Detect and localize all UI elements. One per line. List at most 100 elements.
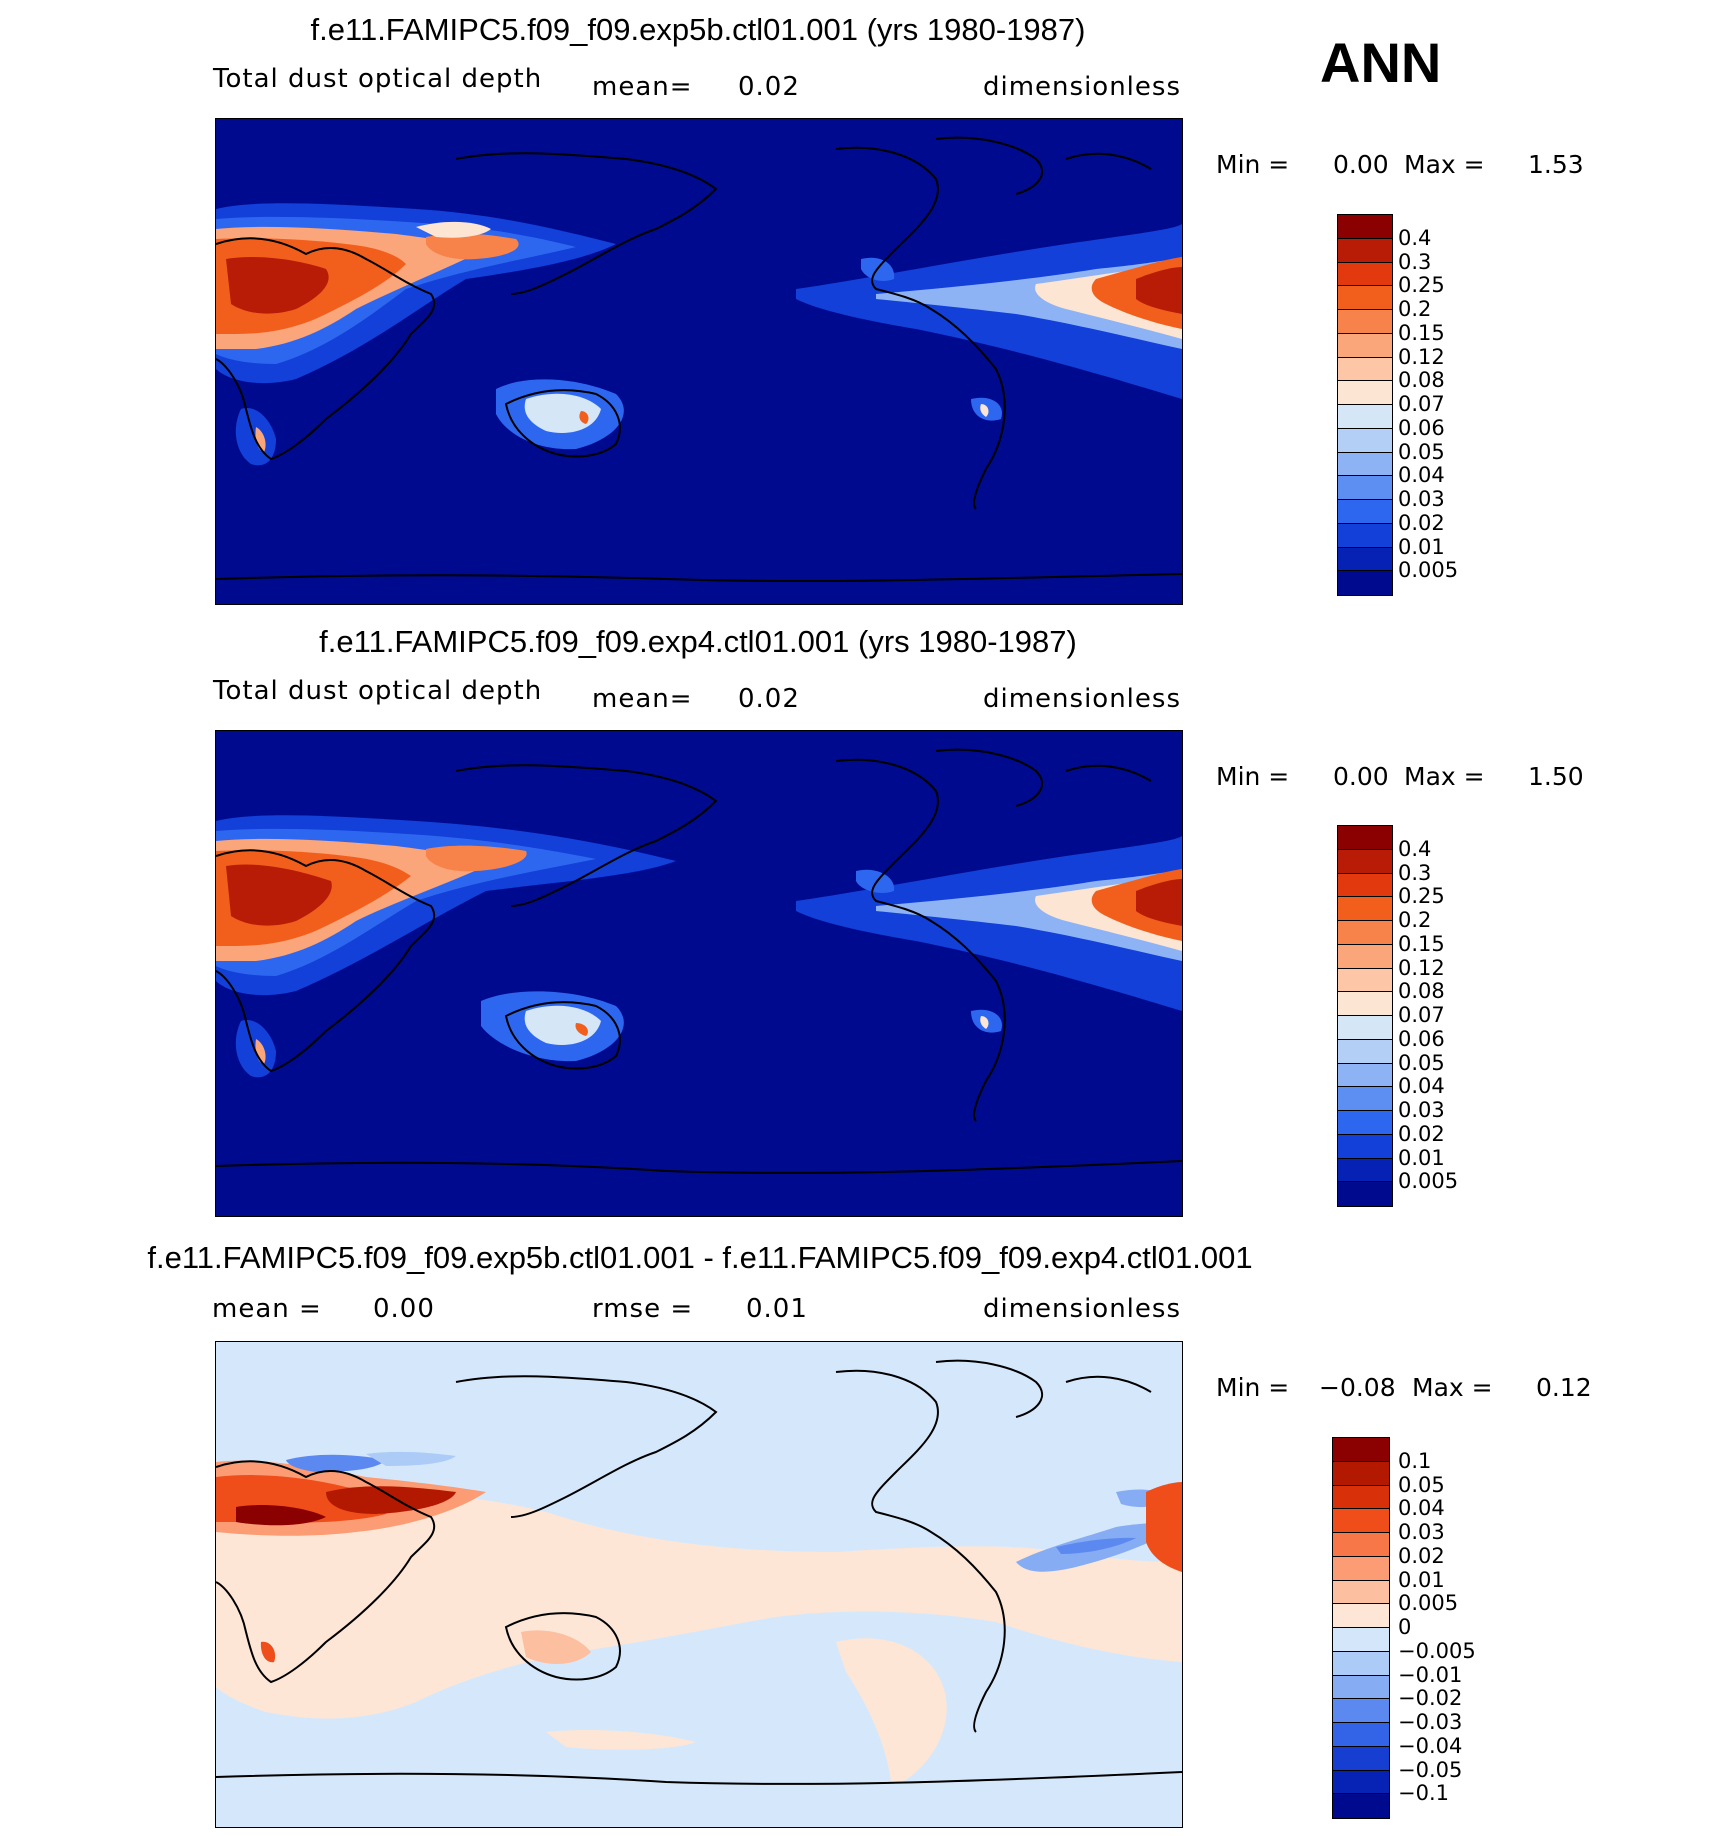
colorbar-tick-label: 0.02 (1398, 1543, 1445, 1568)
colorbar-tick-label: 0.03 (1398, 1098, 1445, 1122)
colorbar-cell (1338, 500, 1392, 524)
colorbar-tick-label: 0.03 (1398, 1520, 1445, 1544)
colorbar-cell (1333, 1580, 1389, 1605)
colorbar-tick-label: 0.05 (1398, 439, 1445, 464)
colorbar-tick-label: 0.12 (1398, 955, 1445, 980)
panel2-title: f.e11.FAMIPC5.f09_f09.exp4.ctl01.001 (yr… (319, 624, 1077, 659)
panel3-max-value: 0.12 (1536, 1373, 1592, 1402)
colorbar-tick-label: 0.06 (1398, 415, 1445, 440)
colorbar-cell (1338, 571, 1392, 595)
colorbar-tick-label: 0.25 (1398, 273, 1445, 298)
colorbar-cell (1338, 992, 1392, 1016)
colorbar-cell (1338, 826, 1392, 850)
panel2-colorbar (1337, 825, 1393, 1207)
panel3-min-value: −0.08 (1319, 1373, 1396, 1402)
colorbar-tick-label: 0.07 (1398, 392, 1445, 416)
colorbar-tick-label: 0.01 (1398, 1567, 1445, 1592)
panel1-minmax: Min = 0.00 Max = 1.53 (1216, 150, 1596, 182)
panel2-variable: Total dust optical depth (213, 676, 543, 706)
colorbar-cell (1338, 238, 1392, 263)
colorbar-cell (1333, 1604, 1389, 1628)
colorbar-cell (1333, 1770, 1389, 1795)
panel3-colorbar-labels: 0.1 0.05 0.04 0.03 0.02 0.01 0.005 0 −0.005 −0.01… (1398, 1437, 1488, 1817)
colorbar-cell (1338, 1182, 1392, 1206)
colorbar-tick-label: 0.15 (1398, 320, 1445, 345)
colorbar-cell (1338, 1134, 1392, 1159)
panel3-mean-value: 0.00 (373, 1294, 435, 1324)
colorbar-cell (1338, 547, 1392, 572)
colorbar-tick-label: 0.04 (1398, 1496, 1445, 1521)
colorbar-tick-label: −0.02 (1398, 1686, 1463, 1711)
colorbar-tick-label: 0.005 (1398, 1169, 1459, 1194)
colorbar-tick-label: 0.005 (1398, 558, 1459, 583)
colorbar-tick-label: −0.01 (1398, 1662, 1463, 1687)
colorbar-cell (1338, 1063, 1392, 1088)
colorbar-cell (1338, 944, 1392, 969)
panel1-title: f.e11.FAMIPC5.f09_f09.exp5b.ctl01.001 (y… (310, 12, 1086, 47)
panel2-min-label: Min = (1216, 762, 1290, 791)
colorbar-tick-label: 0.01 (1398, 534, 1445, 559)
colorbar-tick-label: 0.02 (1398, 510, 1445, 535)
colorbar-cell (1338, 333, 1392, 358)
colorbar-cell (1333, 1699, 1389, 1723)
colorbar-tick-label: −0.04 (1398, 1733, 1463, 1758)
colorbar-tick-label: −0.05 (1398, 1757, 1463, 1782)
panel1-min-label: Min = (1216, 150, 1290, 179)
panel3-diff-field (216, 1451, 1182, 1784)
colorbar-tick-label: −0.03 (1398, 1710, 1463, 1734)
colorbar-cell (1338, 1158, 1392, 1183)
colorbar-cell (1338, 1111, 1392, 1135)
colorbar-tick-label: 0.1 (1398, 1448, 1432, 1473)
panel1-mean-value: 0.02 (738, 72, 800, 102)
panel1-colorbar-labels: 0.4 0.3 0.25 0.2 0.15 0.12 0.08 0.07 0.06 0.05 0.0… (1398, 214, 1478, 594)
panel1-units: dimensionless (983, 72, 1181, 102)
colorbar-tick-label: 0.08 (1398, 368, 1445, 393)
colorbar-cell (1333, 1746, 1389, 1771)
colorbar-cell (1333, 1533, 1389, 1557)
panel1-max-label: Max = (1404, 150, 1485, 179)
colorbar-cell (1338, 215, 1392, 239)
colorbar-cell (1333, 1556, 1389, 1581)
panel2-min-value: 0.00 (1333, 762, 1389, 791)
colorbar-tick-label: 0.3 (1398, 860, 1432, 885)
panel3-mean-label: mean = (212, 1294, 322, 1324)
colorbar-cell (1338, 381, 1392, 405)
colorbar-tick-label: 0.12 (1398, 344, 1445, 369)
colorbar-cell (1333, 1509, 1389, 1533)
colorbar-cell (1338, 849, 1392, 874)
panel3-title: f.e11.FAMIPC5.f09_f09.exp5b.ctl01.001 - … (147, 1240, 1253, 1275)
panel3-map (215, 1341, 1183, 1828)
colorbar-cell (1333, 1461, 1389, 1486)
colorbar-cell (1338, 968, 1392, 993)
colorbar-tick-label: 0.04 (1398, 1074, 1445, 1099)
panel2-mean-label: mean= (592, 684, 693, 714)
panel2-coastlines (216, 748, 1182, 1174)
panel3-coastlines (216, 1359, 1182, 1785)
colorbar-tick-label: 0.2 (1398, 908, 1432, 932)
colorbar-tick-label: 0.05 (1398, 1472, 1445, 1497)
colorbar-cell (1333, 1723, 1389, 1747)
colorbar-tick-label: 0.005 (1398, 1591, 1459, 1616)
panel3-max-label: Max = (1412, 1373, 1493, 1402)
panel1-colorbar (1337, 214, 1393, 596)
colorbar-cell (1338, 310, 1392, 334)
colorbar-tick-label: 0.03 (1398, 487, 1445, 511)
colorbar-cell (1333, 1485, 1389, 1510)
colorbar-tick-label: 0.4 (1398, 225, 1432, 250)
panel3-colorbar (1332, 1437, 1390, 1819)
colorbar-cell (1338, 262, 1392, 287)
colorbar-cell (1338, 921, 1392, 945)
panel2-dust-field (216, 815, 1182, 1078)
colorbar-tick-label: 0.06 (1398, 1026, 1445, 1051)
panel3-min-label: Min = (1216, 1373, 1290, 1402)
panel1-dust-field (216, 203, 1182, 466)
colorbar-tick-label: 0.4 (1398, 836, 1432, 861)
colorbar-tick-label: 0.02 (1398, 1121, 1445, 1146)
colorbar-cell (1338, 452, 1392, 477)
panel3-rmse-value: 0.01 (746, 1294, 808, 1324)
panel1-min-value: 0.00 (1333, 150, 1389, 179)
colorbar-cell (1333, 1651, 1389, 1676)
panel2-map (215, 730, 1183, 1217)
colorbar-tick-label: 0.15 (1398, 931, 1445, 956)
panel3-units: dimensionless (983, 1294, 1181, 1324)
